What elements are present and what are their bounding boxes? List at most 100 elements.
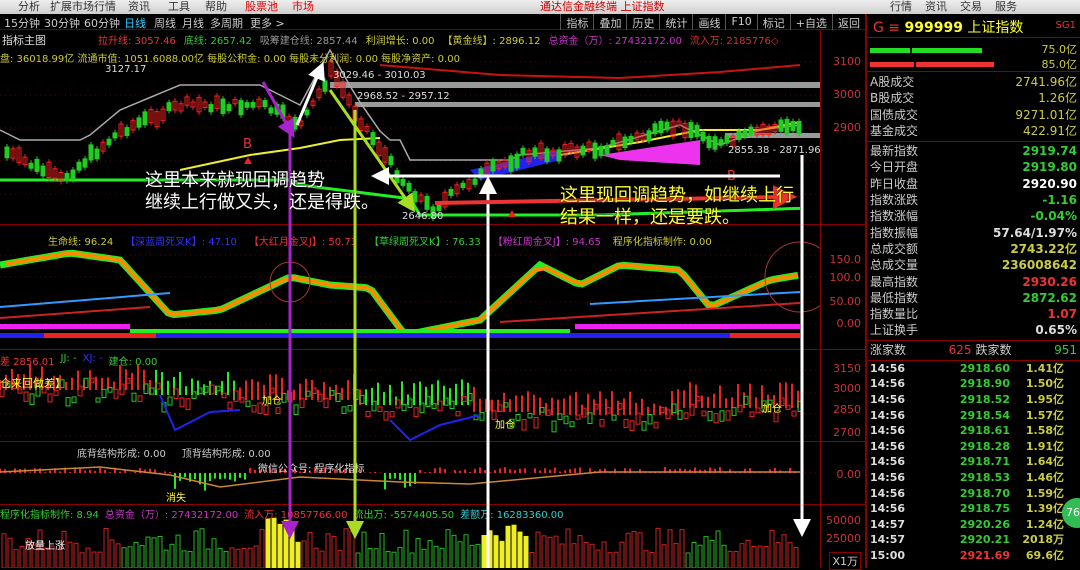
menu-tools[interactable]: 工具 [168,0,190,13]
volume-bar [595,549,601,568]
indicator-panel-cross[interactable]: 生命线: 96.24 【深蓝周死叉K】: 47.10 【大红月金叉J】: 50.73… [0,225,865,350]
indicator-panel-divergence[interactable]: 底背结构形成: 0.00 顶背结构形成: 0.00 微信公众号: 程序化指标 消失… [0,442,865,505]
main-chart-title[interactable]: 指标主图 [2,34,46,47]
candlestick [532,147,538,157]
indicator-value: 差 2856.01 [0,357,55,368]
annotation-left: 这里本来就现回调趋势 继续上行做又头，还是得跌。 [145,170,379,214]
side-menu-icon[interactable]: G ≡ [873,20,901,36]
menu-analyze[interactable]: 分析 [18,0,40,13]
tick-volume: 1.59亿 [1025,486,1064,500]
upper-band-line [379,64,801,80]
candlestick [244,102,250,108]
menu-trade[interactable]: 交易 [960,0,982,13]
volume-bar [397,546,403,568]
candlestick [137,395,143,402]
tool-indicator[interactable]: 指标 [560,14,593,30]
position-indicator-values: 差 2856.01 JJ: - XJ: - 建仓: 0.00 [0,353,157,368]
stat-row: 指数量比 1.07 [867,306,1080,322]
tick-time: 14:56 [870,377,906,391]
period-weekly[interactable]: 周线 [154,17,176,30]
period-more[interactable]: 更多 > [250,17,285,30]
candlestick [460,182,466,189]
stat-row: 最高指数 2930.26 [867,274,1080,290]
indicator-value: 程序化指标制作: 0.00 [612,237,712,248]
volume-panel[interactable]: 程序化指标制作: 8.94 总资金（万）: 27432172.00 流入万: 108… [0,505,865,570]
tool-draw[interactable]: 画线 [692,14,725,30]
tick-time: 14:56 [870,486,906,500]
volume-bar [1,533,7,568]
indicator-panel-position[interactable]: 差 2856.01 JJ: - XJ: - 建仓: 0.00 仓来回做差】 加仓 加仓… [0,350,865,442]
candlestick [83,377,89,388]
candlestick [514,153,520,169]
candlestick [497,404,503,413]
period-daily[interactable]: 日线 [124,17,146,30]
volume-bar [7,537,13,568]
indicator-value: 底线: 2657.42 [183,36,252,47]
menu-service[interactable]: 服务 [995,0,1017,13]
menu-help[interactable]: 帮助 [205,0,227,13]
candlestick [412,191,418,203]
volume-bar [37,529,43,568]
candlestick [689,404,695,416]
menu-quote[interactable]: 行情 [890,0,912,13]
tool-history[interactable]: 历史 [626,14,659,30]
volume-bar [367,547,373,568]
candlestick [58,171,64,183]
candlestick [155,382,161,390]
tick-list[interactable]: 14:56 2918.60 1.41亿 14:56 2918.90 1.50亿 14:56 2… [867,361,1080,564]
menu-market[interactable]: 市场 [292,0,314,13]
candlestick [641,421,647,431]
volume-canvas [1,517,799,568]
menu-stock-pool[interactable]: 股票池 [245,0,278,13]
candlestick [598,145,604,157]
candlestick [35,385,41,397]
menu-info[interactable]: 资讯 [925,0,947,13]
floating-badge[interactable]: 76 [1062,498,1080,528]
outflow-value: 85.0亿 [1041,58,1078,71]
volume-bar [703,536,709,568]
tool-stats[interactable]: 统计 [659,14,692,30]
tool-add-watch[interactable]: +自选 [789,14,832,30]
tick-time: 14:56 [870,455,906,469]
candlestick [329,389,335,396]
volume-bar [13,549,19,568]
menu-ext-market[interactable]: 扩展市场行情 [50,0,116,13]
candlestick [95,397,101,403]
signal-bar [130,329,570,334]
period-60min[interactable]: 60分钟 [84,17,120,30]
indicator-value: 生命线: 96.24 [48,237,114,248]
stat-row: 今日开盘 2919.80 [867,159,1080,175]
candlestick [761,400,767,412]
menu-news[interactable]: 资讯 [128,0,150,13]
candlestick [515,414,521,421]
tool-f10[interactable]: F10 [725,14,756,30]
tick-price: 2918.90 [959,377,1010,391]
candlestick [11,383,17,390]
candlestick [29,393,35,405]
stat-row: 总成交额 2743.22亿 [867,241,1080,257]
period-multi[interactable]: 多周期 [210,17,243,30]
tick-price: 2920.26 [959,517,1010,531]
row-value: 236008642 [1001,258,1077,273]
turnover-row: 基金成交 422.91亿 [867,123,1080,139]
volume-bar [91,551,97,568]
volume-bar [781,534,787,568]
tick-row: 14:56 2918.52 1.95亿 [867,392,1080,408]
period-30min[interactable]: 30分钟 [44,17,80,30]
tick-volume: 1.95亿 [1025,392,1064,406]
volume-bar [229,547,235,568]
period-15min[interactable]: 15分钟 [4,17,40,30]
candlestick [568,142,574,153]
volume-bar [721,544,727,568]
tool-mark[interactable]: 标记 [756,14,790,30]
volume-bar [247,547,253,568]
tool-back[interactable]: 返回 [832,14,865,30]
candlestick [448,188,454,196]
tool-overlay[interactable]: 叠加 [593,14,626,30]
indicator-value: 流入万: 10857766.00 [244,510,348,521]
volume-bar [679,529,685,568]
period-monthly[interactable]: 月线 [182,17,204,30]
candlestick [701,410,707,417]
volume-bar [115,543,121,568]
tick-row: 15:00 2921.69 69.6亿 [867,548,1080,564]
